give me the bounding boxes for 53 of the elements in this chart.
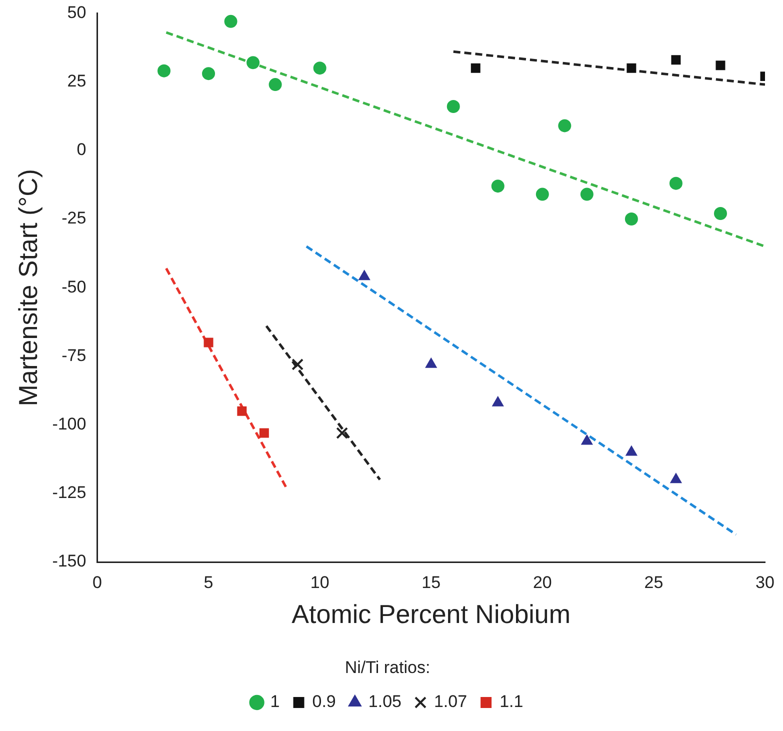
point bbox=[716, 60, 726, 70]
y-tick-label: 50 bbox=[67, 2, 86, 22]
point bbox=[425, 358, 437, 368]
legend-label: 1.05 bbox=[368, 692, 402, 712]
x-tick-label: 25 bbox=[644, 572, 664, 592]
point bbox=[313, 62, 326, 75]
x-tick-label: 30 bbox=[756, 572, 774, 592]
point bbox=[358, 270, 370, 280]
point bbox=[626, 63, 636, 73]
point bbox=[224, 14, 238, 28]
legend-label: 1.1 bbox=[500, 692, 524, 712]
y-tick-label: -100 bbox=[52, 414, 86, 434]
y-tick-label: -125 bbox=[52, 483, 86, 502]
point bbox=[671, 55, 681, 65]
point bbox=[336, 427, 348, 439]
point bbox=[158, 64, 171, 78]
point bbox=[626, 446, 638, 456]
point bbox=[581, 434, 593, 445]
point bbox=[624, 212, 638, 226]
x-tick-label: 10 bbox=[310, 572, 330, 592]
y-tick-label: -25 bbox=[62, 208, 86, 228]
x-tick-label: 5 bbox=[204, 572, 214, 592]
point bbox=[259, 428, 269, 438]
x-tick-label: 20 bbox=[532, 572, 552, 592]
point bbox=[580, 188, 594, 201]
point bbox=[470, 63, 480, 73]
y-tick-label: -150 bbox=[52, 552, 86, 571]
point bbox=[491, 180, 504, 193]
legend-label: 0.9 bbox=[312, 692, 336, 712]
legend-title: Ni/Ti ratios: bbox=[344, 658, 430, 677]
point bbox=[204, 338, 214, 348]
legend-label: 1.07 bbox=[434, 692, 468, 712]
point bbox=[714, 207, 727, 220]
point bbox=[669, 176, 682, 190]
y-tick-label: -75 bbox=[62, 346, 86, 365]
point bbox=[202, 67, 216, 80]
point bbox=[292, 358, 304, 370]
y-tick-label: 0 bbox=[76, 140, 86, 160]
point bbox=[558, 119, 572, 132]
point bbox=[246, 56, 260, 70]
y-axis-title: Martensite Start (°C) bbox=[12, 168, 43, 406]
point bbox=[670, 473, 682, 484]
y-tick-label: 25 bbox=[67, 71, 86, 90]
x-tick-label: 15 bbox=[422, 572, 441, 592]
y-tick-label: -50 bbox=[62, 277, 86, 296]
point bbox=[492, 396, 504, 406]
point bbox=[237, 406, 247, 416]
x-tick-label: 0 bbox=[92, 572, 102, 592]
point bbox=[268, 78, 282, 92]
x-axis-title: Atomic Percent Niobium bbox=[292, 599, 571, 630]
point bbox=[446, 100, 460, 113]
legend-label: 1 bbox=[270, 692, 280, 712]
point bbox=[536, 188, 549, 201]
